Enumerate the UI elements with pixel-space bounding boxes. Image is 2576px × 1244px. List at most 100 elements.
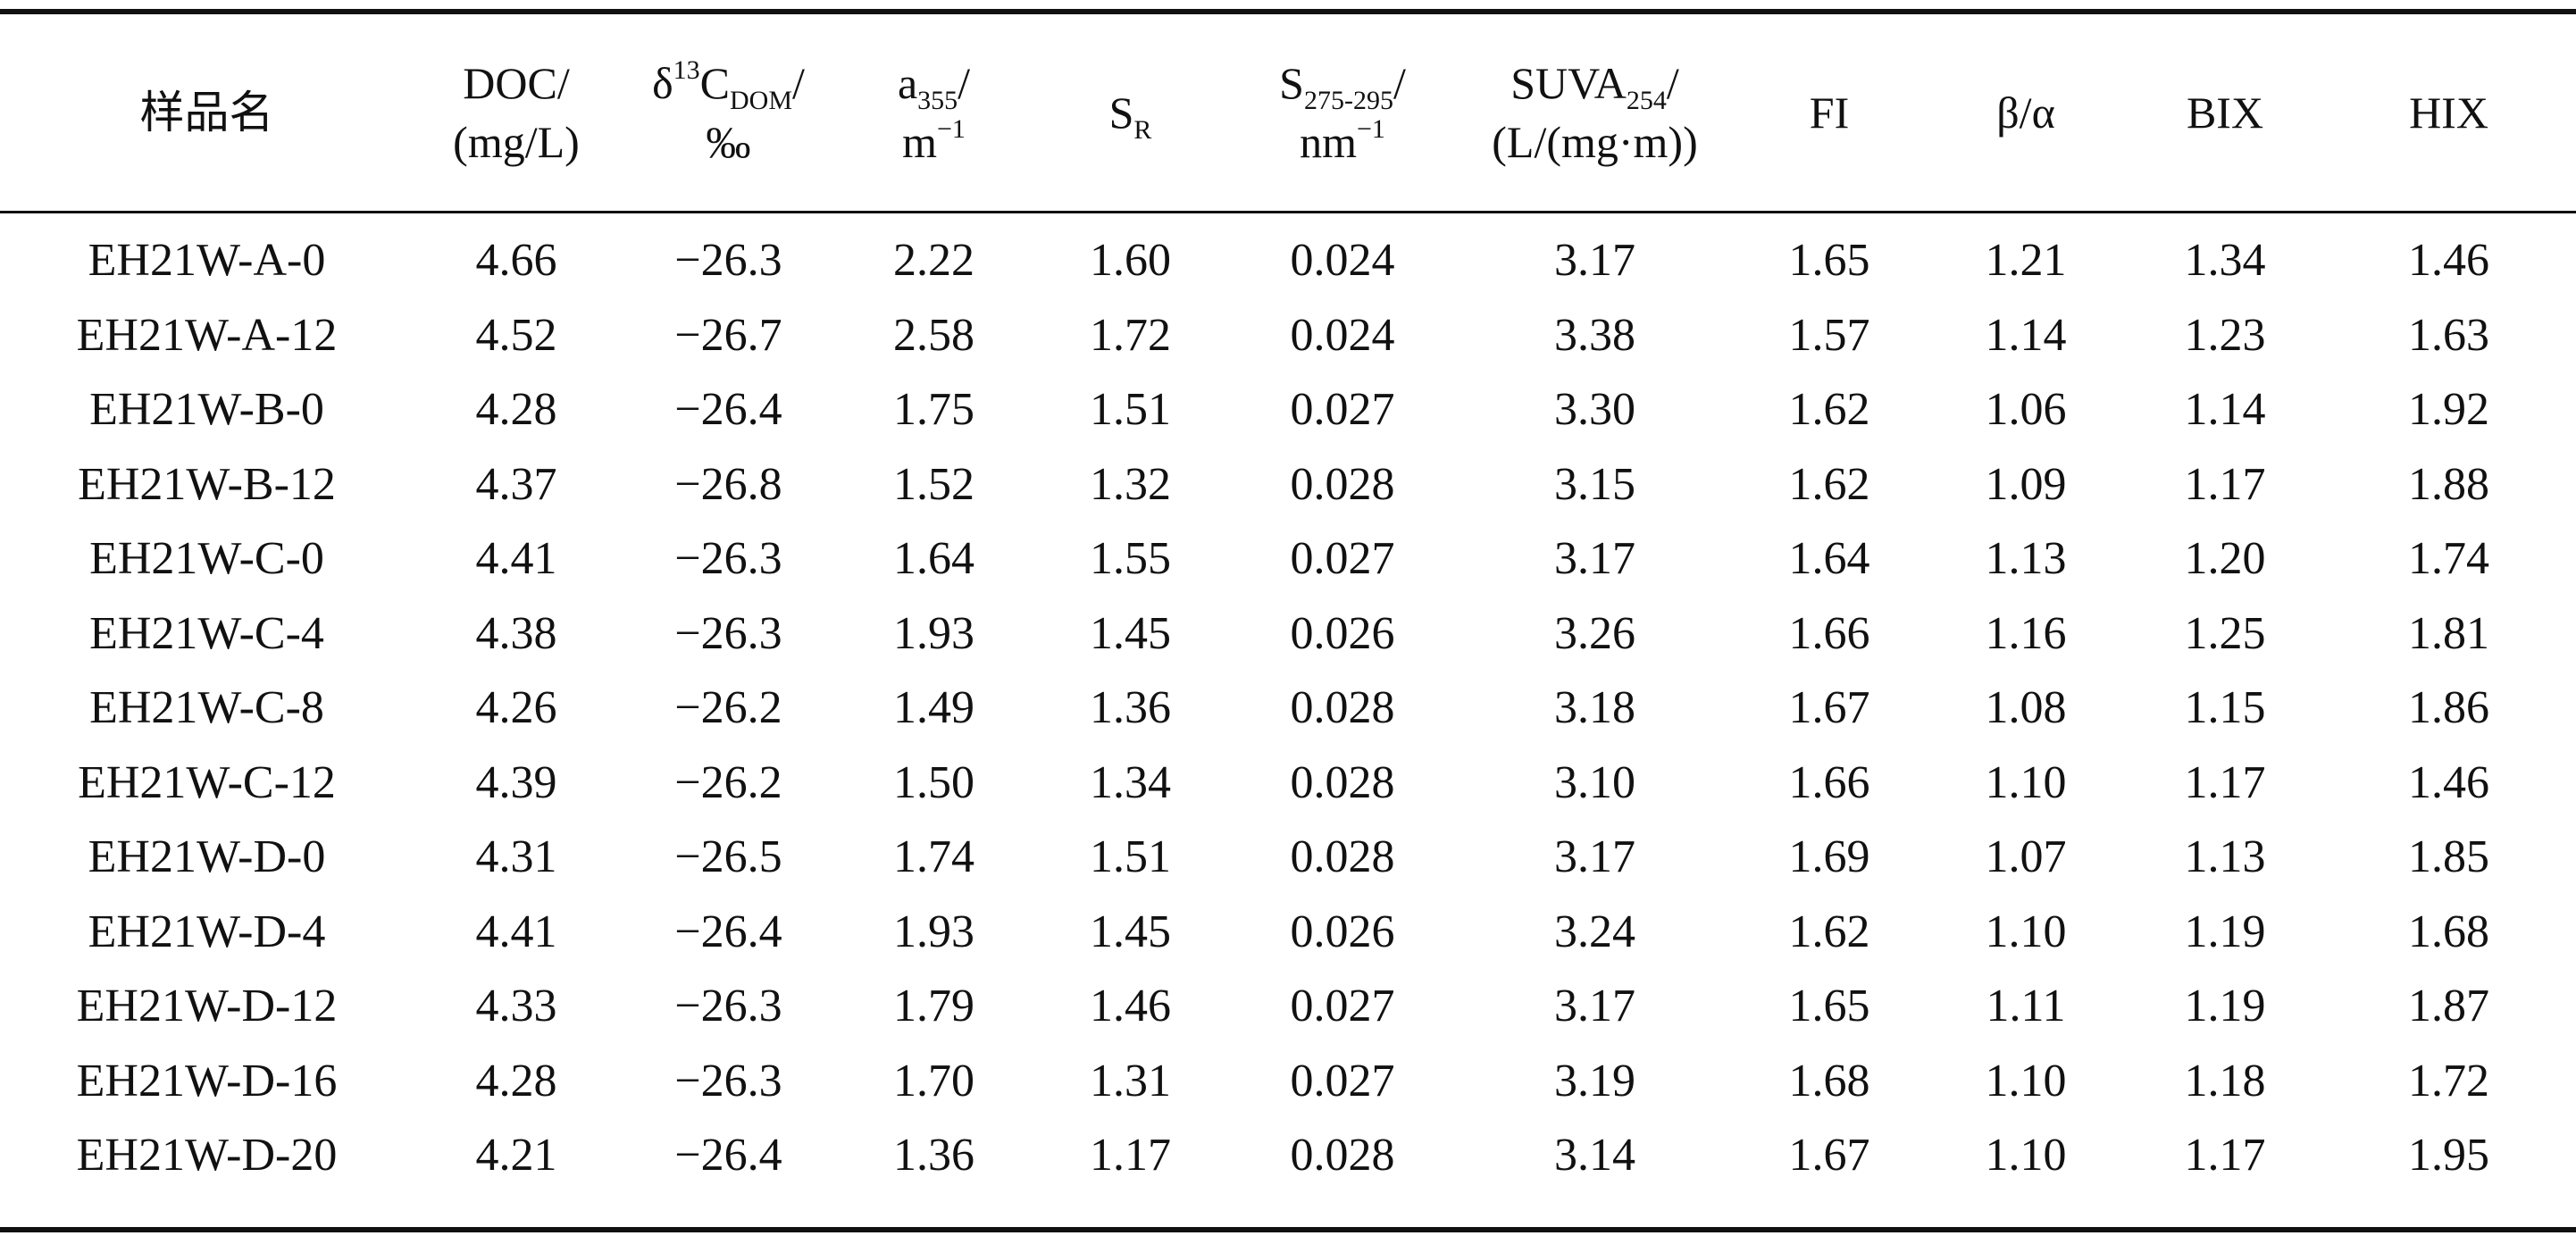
cell-delta: −26.3 [674, 607, 782, 659]
cell-sr: 1.60 [1090, 235, 1171, 287]
cell-s275: 0.027 [1290, 1055, 1395, 1106]
cell-doc: 4.41 [475, 533, 557, 585]
cell-fi: 1.65 [1788, 981, 1870, 1032]
cell-suva: 3.17 [1554, 533, 1635, 585]
cell-hix: 1.46 [2408, 756, 2489, 808]
cell-sr: 1.36 [1090, 682, 1171, 734]
cell-bix: 1.19 [2184, 906, 2266, 957]
cell-fi: 1.62 [1788, 906, 1870, 957]
cell-ba: 1.13 [1985, 533, 2067, 585]
cell-s275: 0.026 [1290, 607, 1395, 659]
cell-fi: 1.69 [1788, 831, 1870, 883]
cell-ba: 1.10 [1985, 906, 2067, 957]
cell-sample: EH21W-D-4 [88, 906, 326, 957]
cell-sr: 1.55 [1090, 533, 1171, 585]
cell-sample: EH21W-D-20 [76, 1130, 338, 1181]
table-row: EH21W-D-12 4.33 −26.3 1.79 1.46 0.027 3.17 1.65… [0, 969, 2576, 1044]
cell-a355: 1.93 [893, 906, 974, 957]
data-table: 样品名 DOC/ (mg/L) δ13CDOM/ ‰ a355/ m−1 SR [0, 14, 2576, 1193]
cell-bix: 1.17 [2184, 756, 2266, 808]
cell-delta: −26.4 [674, 1130, 782, 1181]
cell-sr: 1.31 [1090, 1055, 1171, 1106]
cell-a355: 1.36 [893, 1130, 974, 1181]
header-row: 样品名 DOC/ (mg/L) δ13CDOM/ ‰ a355/ m−1 SR [0, 14, 2576, 211]
table-row: EH21W-D-0 4.31 −26.5 1.74 1.51 0.028 3.17 1.69 1… [0, 820, 2576, 895]
cell-hix: 1.81 [2408, 607, 2489, 659]
cell-a355: 1.49 [893, 682, 974, 734]
cell-ba: 1.14 [1985, 309, 2067, 361]
cell-sr: 1.72 [1090, 309, 1171, 361]
cell-doc: 4.66 [475, 235, 557, 287]
cell-fi: 1.66 [1788, 756, 1870, 808]
cell-bix: 1.17 [2184, 1130, 2266, 1181]
cell-doc: 4.26 [475, 682, 557, 734]
header-rule [0, 211, 2576, 213]
cell-sample: EH21W-C-8 [89, 682, 324, 734]
cell-hix: 1.86 [2408, 682, 2489, 734]
cell-sample: EH21W-C-4 [89, 607, 324, 659]
cell-ba: 1.06 [1985, 384, 2067, 436]
cell-sample: EH21W-D-0 [88, 831, 326, 883]
cell-delta: −26.3 [674, 533, 782, 585]
cell-suva: 3.15 [1554, 458, 1635, 510]
header-beta-alpha: β/α [1996, 88, 2055, 138]
cell-fi: 1.67 [1788, 682, 1870, 734]
cell-suva: 3.19 [1554, 1055, 1635, 1106]
cell-s275: 0.024 [1290, 235, 1395, 287]
cell-s275: 0.027 [1290, 533, 1395, 585]
cell-suva: 3.17 [1554, 981, 1635, 1032]
cell-doc: 4.37 [475, 458, 557, 510]
cell-ba: 1.10 [1985, 1055, 2067, 1106]
bottom-rule [0, 1227, 2576, 1232]
cell-ba: 1.07 [1985, 831, 2067, 883]
cell-bix: 1.17 [2184, 458, 2266, 510]
table-body: EH21W-A-0 4.66 −26.3 2.22 1.60 0.024 3.17 1.65 1… [0, 211, 2576, 1193]
cell-doc: 4.41 [475, 906, 557, 957]
cell-fi: 1.62 [1788, 458, 1870, 510]
cell-doc: 4.52 [475, 309, 557, 361]
cell-suva: 3.10 [1554, 756, 1635, 808]
cell-bix: 1.19 [2184, 981, 2266, 1032]
cell-hix: 1.63 [2408, 309, 2489, 361]
cell-a355: 1.52 [893, 458, 974, 510]
cell-doc: 4.28 [475, 384, 557, 436]
cell-a355: 2.58 [893, 309, 974, 361]
header-hix: HIX [2409, 88, 2488, 138]
table-row: EH21W-B-12 4.37 −26.8 1.52 1.32 0.028 3.15 1.62… [0, 447, 2576, 522]
table-row: EH21W-C-8 4.26 −26.2 1.49 1.36 0.028 3.18 1.67 1… [0, 671, 2576, 746]
cell-suva: 3.30 [1554, 384, 1635, 436]
cell-hix: 1.74 [2408, 533, 2489, 585]
table-row: EH21W-C-0 4.41 −26.3 1.64 1.55 0.027 3.17 1.64 1… [0, 522, 2576, 597]
cell-fi: 1.64 [1788, 533, 1870, 585]
table-row: EH21W-D-16 4.28 −26.3 1.70 1.31 0.027 3.19 1.68… [0, 1044, 2576, 1119]
cell-suva: 3.38 [1554, 309, 1635, 361]
cell-doc: 4.31 [475, 831, 557, 883]
header-sr: SR [1108, 88, 1152, 145]
cell-delta: −26.7 [674, 309, 782, 361]
cell-ba: 1.08 [1985, 682, 2067, 734]
cell-doc: 4.21 [475, 1130, 557, 1181]
cell-delta: −26.2 [674, 682, 782, 734]
table-row: EH21W-A-0 4.66 −26.3 2.22 1.60 0.024 3.17 1.65 1… [0, 211, 2576, 298]
cell-bix: 1.34 [2184, 235, 2266, 287]
header-delta13c: δ13CDOM/ ‰ [652, 55, 805, 168]
cell-fi: 1.57 [1788, 309, 1870, 361]
cell-hix: 1.72 [2408, 1055, 2489, 1106]
cell-sr: 1.32 [1090, 458, 1171, 510]
cell-ba: 1.16 [1985, 607, 2067, 659]
cell-s275: 0.028 [1290, 831, 1395, 883]
cell-fi: 1.66 [1788, 607, 1870, 659]
cell-delta: −26.8 [674, 458, 782, 510]
cell-suva: 3.24 [1554, 906, 1635, 957]
cell-sr: 1.51 [1090, 384, 1171, 436]
cell-hix: 1.87 [2408, 981, 2489, 1032]
cell-hix: 1.92 [2408, 384, 2489, 436]
cell-a355: 2.22 [893, 235, 974, 287]
cell-doc: 4.33 [475, 981, 557, 1032]
cell-sr: 1.17 [1090, 1130, 1171, 1181]
cell-delta: −26.4 [674, 906, 782, 957]
cell-ba: 1.10 [1985, 756, 2067, 808]
cell-delta: −26.5 [674, 831, 782, 883]
cell-doc: 4.28 [475, 1055, 557, 1106]
cell-delta: −26.3 [674, 1055, 782, 1106]
